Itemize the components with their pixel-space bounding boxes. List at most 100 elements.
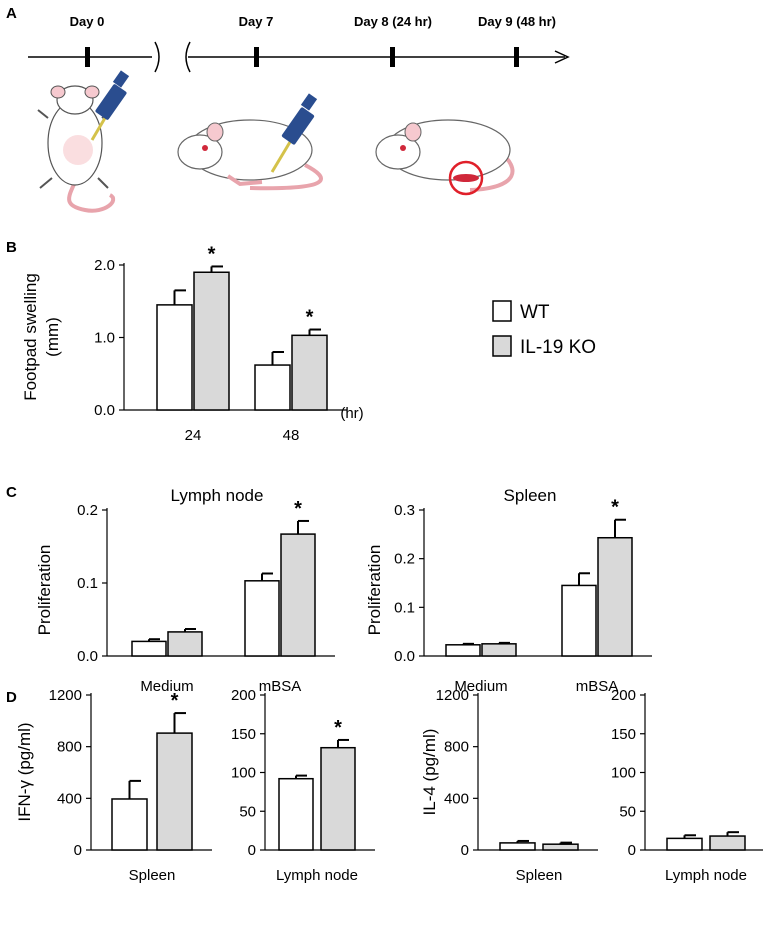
d-ifng-spleen-sig-star-0: * (171, 690, 179, 712)
d-il4-spleen-bar-0-0 (499, 842, 536, 851)
d-il4-spleen-ytick-label-3: 1200 (436, 687, 469, 704)
d-ifng-spleen-ytick-label-1: 400 (57, 790, 82, 807)
d-ifng-lymph-ytick-label-1: 50 (239, 803, 256, 820)
syringe-icon-2 (270, 93, 318, 173)
d-il4-spleen-ytick-label-2: 800 (444, 739, 469, 756)
b-footpad-ytick-label-2: 2.0 (94, 257, 115, 274)
legend-swatch-wt (492, 300, 512, 322)
d-ifng-lymph-bar-0-0 (278, 777, 314, 851)
chart-lymph-node-proliferation: 0.0 0.1 0.2 * Medium mBSA Proliferation Lymph n… (35, 486, 335, 695)
d-il4-lymph-ytick-label-2: 100 (611, 765, 636, 782)
c-lymph-sig-star-1: * (294, 498, 302, 520)
d-ifng-spleen-category-label-0: Spleen (129, 867, 176, 884)
c-spleen-sig-star-1: * (611, 497, 619, 519)
timeline-tick-day9 (514, 47, 519, 67)
b-footpad-category-label-0: 24 (185, 427, 202, 444)
panel-letter-b: B (6, 239, 17, 256)
timeline-break-left (154, 41, 160, 73)
d-il4-lymph-category-label-0: Lymph node (665, 867, 747, 884)
d-ifng-spleen-bar-1-0 (156, 732, 193, 851)
c-lymph-ylabel: Proliferation (35, 545, 54, 636)
d-il4-lymph-ytick-label-1: 50 (619, 803, 636, 820)
swelling-highlight-circle (448, 160, 484, 196)
b-footpad-sig-star-1: * (306, 307, 314, 329)
b-footpad-ylabel-line-1: (mm) (43, 317, 62, 357)
d-il4-spleen-ylabel: IL-4 (pg/ml) (420, 729, 439, 816)
d-ifng-lymph-ytick-label-4: 200 (231, 687, 256, 704)
d-ifng-lymph-ytick-label-3: 150 (231, 726, 256, 743)
c-lymph-category-label-1: mBSA (259, 678, 302, 695)
legend-label-wt: WT (520, 302, 550, 323)
d-ifng-spleen-ytick-label-3: 1200 (49, 687, 82, 704)
chart-il4-lymph-node: 0 50 100 150 200 Lymph node (611, 687, 763, 884)
c-lymph-bar-1-1 (280, 533, 316, 657)
d-ifng-lymph-category-label-0: Lymph node (276, 867, 358, 884)
c-spleen-category-label-0: Medium (454, 678, 507, 695)
d-il4-lymph-ytick-label-0: 0 (628, 842, 636, 859)
c-spleen-category-label-1: mBSA (576, 678, 619, 695)
chart-spleen-proliferation: 0.0 0.1 0.2 0.3 * Medium mBSA Proliferation Sple… (365, 486, 652, 695)
b-footpad-bar-1-0 (193, 271, 230, 411)
b-footpad-ytick-label-0: 0.0 (94, 402, 115, 419)
d-il4-lymph-ytick-label-4: 200 (611, 687, 636, 704)
d-il4-spleen-bar-1-0 (542, 843, 579, 851)
c-lymph-ytick-label-2: 0.2 (77, 502, 98, 519)
d-ifng-lymph-bar-1-0 (320, 746, 356, 851)
d-ifng-spleen-ytick-label-0: 0 (74, 842, 82, 859)
chart-ifng-lymph-node: 0 50 100 150 200 * Lymph node (231, 687, 375, 884)
c-lymph-category-label-0: Medium (140, 678, 193, 695)
b-footpad-category-label-1: 48 (283, 427, 300, 444)
c-spleen-ylabel: Proliferation (365, 545, 384, 636)
timeline-arrow (554, 50, 570, 64)
chart-ifng-spleen: 0 400 800 1200 * Spleen IFN-γ (pg/ml) (15, 687, 212, 884)
d-ifng-spleen-ytick-label-2: 800 (57, 739, 82, 756)
d-il4-lymph-bar-1-0 (709, 835, 746, 851)
c-spleen-bar-0-0 (445, 644, 481, 657)
b-footpad-ylabel: Footpad swelling (mm) (21, 273, 62, 401)
timeline: Day 0 Day 7 Day 8 (24 hr) Day 9 (48 hr) (28, 14, 570, 73)
timeline-tick-day7 (254, 47, 259, 67)
b-footpad-ytick-label-1: 1.0 (94, 330, 115, 347)
mouse-swelling-illustration (375, 119, 515, 196)
c-spleen-ytick-label-3: 0.3 (394, 502, 415, 519)
c-lymph-title: Lymph node (171, 486, 264, 505)
legend: WT IL-19 KO (492, 300, 596, 358)
d-ifng-lymph-sig-star-0: * (334, 717, 342, 739)
c-spleen-bar-0-1 (561, 584, 597, 657)
panel-letter-c: C (6, 484, 17, 501)
c-lymph-ytick-label-1: 0.1 (77, 575, 98, 592)
c-lymph-bar-0-1 (244, 580, 280, 657)
timeline-label-day7: Day 7 (239, 14, 274, 29)
chart-b-xunit: (hr) (340, 405, 363, 422)
legend-swatch-ko (492, 335, 512, 357)
c-spleen-ytick-label-1: 0.1 (394, 599, 415, 616)
b-footpad-bar-0-1 (254, 364, 291, 411)
syringe-icon-1 (90, 70, 130, 141)
d-ifng-lymph-ytick-label-2: 100 (231, 765, 256, 782)
d-il4-spleen-ytick-label-1: 400 (444, 790, 469, 807)
d-il4-spleen-ytick-label-0: 0 (461, 842, 469, 859)
mouse-immunization-illustration (37, 70, 130, 213)
timeline-label-day8: Day 8 (24 hr) (354, 14, 432, 29)
timeline-tick-day8 (390, 47, 395, 67)
legend-label-ko: IL-19 KO (520, 337, 596, 358)
c-lymph-bar-0-0 (131, 640, 167, 657)
panel-letter-a: A (6, 5, 17, 22)
c-lymph-ytick-label-0: 0.0 (77, 648, 98, 665)
chart-il4-spleen: 0 400 800 1200 Spleen IL-4 (pg/ml) (420, 687, 598, 884)
d-ifng-lymph-ytick-label-0: 0 (248, 842, 256, 859)
panel-letter-d: D (6, 689, 17, 706)
c-spleen-bar-1-0 (481, 643, 517, 657)
d-il4-lymph-bar-0-0 (666, 837, 703, 851)
b-footpad-bar-1-1 (291, 334, 328, 411)
timeline-break-right (185, 41, 191, 73)
d-il4-spleen-category-label-0: Spleen (516, 867, 563, 884)
c-spleen-ytick-label-0: 0.0 (394, 648, 415, 665)
c-spleen-bar-1-1 (597, 536, 633, 657)
mouse-challenge-illustration (177, 93, 323, 191)
timeline-label-day0: Day 0 (70, 14, 105, 29)
c-lymph-bar-1-0 (167, 631, 203, 657)
d-ifng-spleen-bar-0-0 (111, 798, 148, 851)
d-ifng-spleen-ylabel: IFN-γ (pg/ml) (15, 722, 34, 821)
